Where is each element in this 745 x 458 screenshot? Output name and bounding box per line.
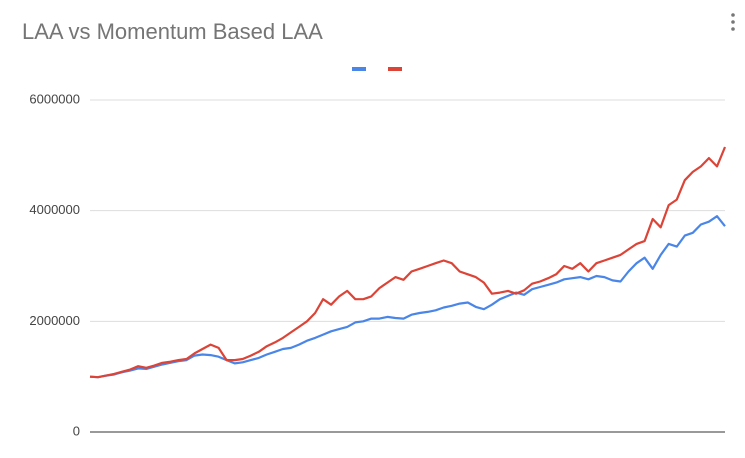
- menu-dot: [731, 27, 735, 31]
- menu-icon[interactable]: [731, 13, 735, 31]
- y-tick-label: 6000000: [29, 91, 80, 106]
- y-tick-label: 2000000: [29, 313, 80, 328]
- menu-dot: [731, 13, 735, 17]
- series-line: [89, 146, 727, 379]
- y-tick-label: 4000000: [29, 202, 80, 217]
- menu-dot: [731, 20, 735, 24]
- y-tick-label: 0: [73, 423, 80, 438]
- chart-title: LAA vs Momentum Based LAA: [22, 19, 323, 44]
- series-line: [89, 215, 726, 379]
